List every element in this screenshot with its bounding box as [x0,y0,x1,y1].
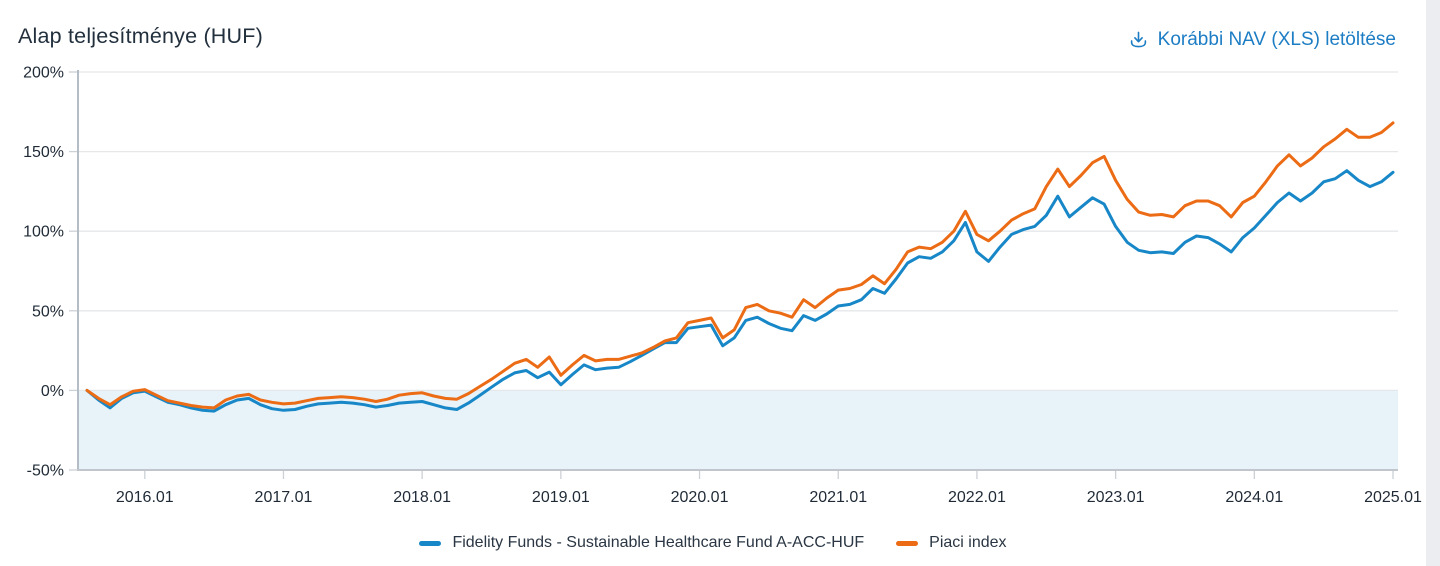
x-axis-label: 2017.01 [255,489,313,506]
fund-series-marker [419,540,442,546]
y-axis-label: 50% [32,303,64,320]
performance-chart[interactable]: 200% 150% 100% 50% 0% -50% 2016.01 2017.01 2018.… [0,60,1426,530]
index-series-line [85,121,1395,410]
chart-canvas[interactable]: 200% 150% 100% 50% 0% -50% 2016.01 2017.01 2018.… [0,60,1426,530]
x-axis-label: 2016.01 [116,489,174,506]
fund-series-label: Fidelity Funds - Sustainable Healthcare … [452,534,865,551]
chart-legend: Fidelity Funds - Sustainable Healthcare … [0,534,1426,552]
x-axis-label: 2025.01 [1364,489,1422,506]
y-axis-label: 150% [23,144,64,161]
y-axis-label: 200% [23,65,64,82]
x-axis-label: 2018.01 [393,489,451,506]
page-title: Alap teljesítménye (HUF) [18,24,263,48]
index-series-label: Piaci index [929,534,1007,551]
y-axis-label: -50% [27,463,64,480]
x-axis-label: 2021.01 [809,489,867,506]
x-axis-label: 2019.01 [532,489,590,506]
x-axis-label: 2024.01 [1225,489,1283,506]
download-nav-xls-link[interactable]: Korábbi NAV (XLS) letöltése [1128,29,1396,51]
y-axis-label: 100% [23,224,64,241]
page-gutter [1426,0,1440,566]
legend-item-index[interactable]: Piaci index [896,534,1007,552]
x-axis-label: 2020.01 [671,489,729,506]
index-series-marker [896,540,919,546]
download-icon [1128,30,1149,51]
x-axis-label: 2023.01 [1087,489,1145,506]
x-axis-label: 2022.01 [948,489,1006,506]
y-axis-label: 0% [41,383,64,400]
fund-series-line [85,169,1395,413]
legend-item-fund[interactable]: Fidelity Funds - Sustainable Healthcare … [419,534,864,552]
download-link-label: Korábbi NAV (XLS) letöltése [1157,29,1396,50]
